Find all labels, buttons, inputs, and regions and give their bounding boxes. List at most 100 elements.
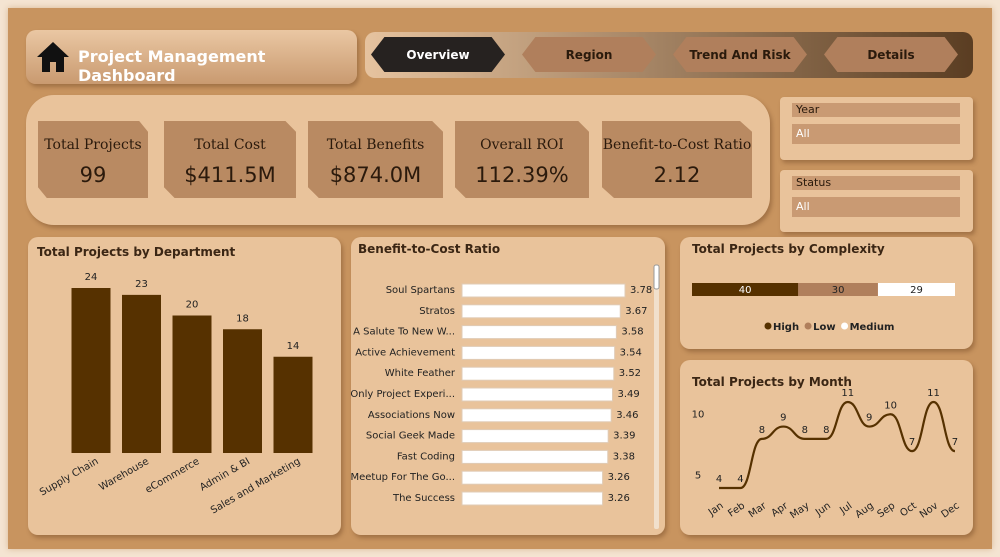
data-label: 4 [716, 474, 722, 485]
data-label: 3.78 [630, 285, 652, 296]
bar [461, 283, 626, 298]
data-label: 23 [135, 279, 148, 290]
scrollbar [654, 265, 659, 529]
nav-button[interactable]: Trend And Risk [673, 37, 807, 72]
home-icon [37, 42, 69, 72]
legend-marker [841, 322, 849, 330]
y-tick-label: 10 [692, 409, 705, 420]
chart: Total Projects by Month 5 10 4 Jan 4 Feb 8 Mar 9 A… [680, 360, 973, 535]
bar [122, 294, 161, 453]
chart: Total Projects by Department 24 Supply Cha… [28, 237, 341, 535]
chart-title: Total Projects by Department [37, 245, 236, 259]
filter-label[interactable]: Status [792, 176, 960, 190]
data-label: 8 [823, 425, 829, 436]
data-label: 3.52 [619, 368, 641, 379]
bar [461, 387, 613, 402]
data-label: 3.54 [620, 347, 642, 358]
y-tick-label: A Salute To New W... [353, 327, 455, 338]
y-tick-label: Active Achievement [355, 347, 455, 358]
filter-value[interactable]: All [792, 197, 960, 217]
y-tick-label: Associations Now [368, 410, 455, 421]
y-tick-label: White Feather [385, 368, 456, 379]
kpi-label: Total Cost [194, 137, 266, 153]
data-label: 18 [236, 313, 249, 324]
nav-bar: Overview Region Trend And Risk Details [365, 32, 973, 78]
filter: Year All [780, 97, 973, 160]
y-tick-label: Soul Spartans [386, 285, 455, 296]
kpi-label: Overall ROI [480, 137, 564, 153]
bar [71, 288, 111, 453]
nav-button[interactable]: Overview [371, 37, 505, 72]
scrollbar-thumb [653, 264, 660, 290]
legend-label: Medium [850, 322, 895, 333]
chart-title: Total Projects by Complexity [692, 242, 885, 256]
x-tick-label: Sep [876, 500, 898, 520]
y-tick-label: Fast Coding [397, 451, 455, 462]
data-label: 11 [841, 388, 854, 399]
x-tick-label: eCommerce [144, 456, 202, 496]
bar [461, 325, 617, 340]
data-label: 3.39 [613, 431, 635, 442]
data-label: 9 [866, 413, 872, 424]
nav-button[interactable]: Details [824, 37, 958, 72]
data-label: 3.49 [617, 389, 639, 400]
bar [461, 366, 615, 381]
data-label: 3.46 [616, 410, 638, 421]
kpi-value: $411.5M [184, 163, 276, 187]
header-title: Project Management Dashboard [78, 47, 266, 85]
y-tick-label: Stratos [419, 306, 455, 317]
x-tick-label: Dec [940, 500, 962, 520]
data-label: 3.26 [608, 493, 630, 504]
kpi-card: Total Benefits $874.0M [308, 121, 443, 198]
data-label: 4 [737, 474, 743, 485]
x-tick-label: Apr [770, 500, 791, 519]
data-label: 3.67 [625, 306, 647, 317]
chart-title: Total Projects by Month [692, 375, 852, 389]
data-label: 3.58 [621, 327, 643, 338]
nav-button[interactable]: Region [522, 37, 656, 72]
chart-title: Benefit-to-Cost Ratio [358, 242, 500, 256]
data-label: 30 [832, 285, 845, 296]
data-label: 7 [952, 437, 958, 448]
data-label: 8 [802, 425, 808, 436]
x-tick-label: Jan [706, 500, 726, 518]
bar [172, 315, 212, 453]
x-tick-label: Oct [898, 500, 919, 519]
line [718, 400, 956, 490]
bar-segment [877, 283, 955, 296]
kpi-value: 2.12 [653, 163, 701, 187]
data-label: 29 [910, 285, 923, 296]
x-tick-label: Supply Chain [38, 456, 101, 498]
filter-value[interactable]: All [792, 124, 960, 144]
data-label: 10 [884, 400, 897, 411]
bar-segment [798, 283, 878, 296]
x-tick-label: Nov [918, 500, 940, 520]
kpi-label: Total Projects [44, 137, 142, 153]
kpi-card: Total Projects 99 [38, 121, 148, 198]
bar [461, 491, 604, 506]
x-tick-label: Feb [726, 500, 747, 519]
x-tick-label: Sales and Marketing [209, 456, 303, 516]
x-tick-label: Warehouse [97, 456, 151, 493]
filter: Status All [780, 170, 973, 232]
x-tick-label: May [788, 500, 811, 521]
kpi-card: Benefit-to-Cost Ratio 2.12 [602, 121, 752, 198]
bar [223, 329, 262, 453]
data-label: 3.26 [608, 472, 630, 483]
data-label: 9 [780, 413, 786, 424]
bar [461, 304, 621, 319]
bar [461, 345, 616, 360]
data-label: 24 [85, 272, 98, 283]
kpi-card: Total Cost $411.5M [164, 121, 296, 198]
legend-marker [804, 322, 812, 330]
bar [461, 429, 609, 444]
data-label: 7 [909, 437, 915, 448]
filter-label[interactable]: Year [792, 103, 960, 117]
bar-segment [692, 283, 799, 296]
x-tick-label: Jun [813, 500, 833, 519]
bar [461, 470, 604, 485]
bar [461, 408, 612, 423]
y-tick-label: The Success [392, 493, 455, 504]
bar [273, 356, 313, 453]
